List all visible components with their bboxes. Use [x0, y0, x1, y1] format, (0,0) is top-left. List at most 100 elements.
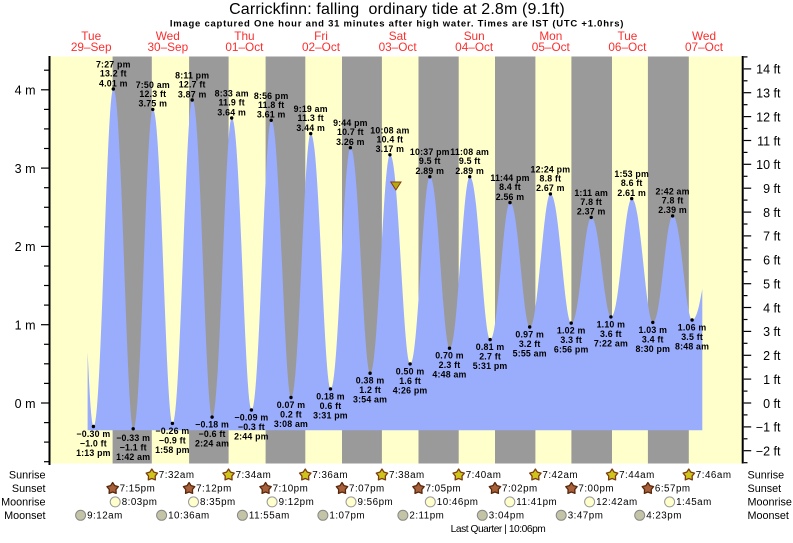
- svg-text:2.67 m: 2.67 m: [536, 183, 565, 193]
- svg-text:12:24 pm: 12:24 pm: [531, 164, 571, 174]
- svg-text:Sunset: Sunset: [748, 483, 782, 495]
- svg-text:11.9 ft: 11.9 ft: [219, 98, 245, 108]
- svg-text:2.89 m: 2.89 m: [455, 166, 484, 176]
- svg-text:3.4 ft: 3.4 ft: [642, 334, 664, 344]
- svg-text:7:46am: 7:46am: [696, 470, 732, 481]
- svg-text:3:47pm: 3:47pm: [568, 510, 604, 521]
- svg-text:11:08 am: 11:08 am: [450, 147, 489, 157]
- svg-text:1 m: 1 m: [15, 319, 36, 333]
- svg-text:1:45am: 1:45am: [676, 497, 712, 508]
- svg-text:4 ft: 4 ft: [763, 301, 781, 315]
- svg-text:Sun: Sun: [464, 29, 485, 43]
- svg-text:1:07pm: 1:07pm: [329, 510, 365, 521]
- svg-text:10 ft: 10 ft: [756, 158, 781, 172]
- svg-text:6:57pm: 6:57pm: [655, 484, 691, 495]
- svg-text:3.5 ft: 3.5 ft: [681, 332, 703, 342]
- svg-text:7:07pm: 7:07pm: [349, 484, 385, 495]
- svg-text:Moonset: Moonset: [4, 510, 45, 522]
- svg-text:3.44 m: 3.44 m: [296, 123, 325, 133]
- svg-text:12 ft: 12 ft: [756, 110, 781, 124]
- svg-text:9:44 pm: 9:44 pm: [333, 118, 368, 128]
- svg-text:11:44 pm: 11:44 pm: [490, 173, 529, 183]
- svg-text:8:11 pm: 8:11 pm: [175, 71, 209, 81]
- svg-text:1:58 pm: 1:58 pm: [155, 445, 190, 455]
- svg-text:8.6 ft: 8.6 ft: [621, 178, 643, 188]
- svg-text:10:08 am: 10:08 am: [370, 125, 409, 135]
- svg-text:1.02 m: 1.02 m: [557, 326, 586, 336]
- svg-text:11.3 ft: 11.3 ft: [298, 113, 324, 123]
- svg-text:0.97 m: 0.97 m: [515, 330, 544, 340]
- svg-text:3.3 ft: 3.3 ft: [560, 335, 582, 345]
- svg-text:9:19 am: 9:19 am: [294, 104, 328, 114]
- svg-text:10:37 pm: 10:37 pm: [410, 147, 450, 157]
- svg-text:8:03pm: 8:03pm: [122, 497, 158, 508]
- svg-text:4:23pm: 4:23pm: [646, 510, 682, 521]
- svg-text:2.56 m: 2.56 m: [496, 192, 525, 202]
- svg-text:1:13 pm: 1:13 pm: [76, 448, 111, 458]
- svg-text:1.06 m: 1.06 m: [678, 323, 707, 333]
- svg-text:1:53 pm: 1:53 pm: [614, 169, 649, 179]
- svg-text:2.3 ft: 2.3 ft: [439, 360, 461, 370]
- svg-text:7:00pm: 7:00pm: [578, 484, 614, 495]
- svg-text:7.8 ft: 7.8 ft: [662, 195, 684, 205]
- svg-text:3:31 pm: 3:31 pm: [313, 410, 348, 420]
- svg-text:10.4 ft: 10.4 ft: [376, 134, 403, 144]
- svg-text:3 m: 3 m: [15, 162, 36, 176]
- svg-text:−1 ft: −1 ft: [756, 421, 781, 435]
- svg-text:30–Sep: 30–Sep: [147, 40, 188, 54]
- svg-text:4:48 am: 4:48 am: [432, 370, 466, 380]
- svg-text:2.89 m: 2.89 m: [416, 166, 445, 176]
- svg-text:4.01 m: 4.01 m: [99, 78, 128, 88]
- svg-text:05–Oct: 05–Oct: [532, 40, 571, 54]
- svg-text:9:56pm: 9:56pm: [358, 497, 394, 508]
- svg-text:Mon: Mon: [539, 29, 562, 43]
- svg-text:9.5 ft: 9.5 ft: [459, 156, 481, 166]
- svg-text:03–Oct: 03–Oct: [379, 40, 418, 54]
- svg-text:12.7 ft: 12.7 ft: [179, 80, 206, 90]
- svg-text:0.50 m: 0.50 m: [396, 366, 425, 376]
- svg-text:11.8 ft: 11.8 ft: [258, 100, 284, 110]
- svg-text:Sunset: Sunset: [12, 483, 46, 495]
- svg-text:Fri: Fri: [314, 29, 328, 43]
- svg-text:−1.0 ft: −1.0 ft: [80, 439, 107, 449]
- svg-text:3.75 m: 3.75 m: [139, 99, 168, 109]
- svg-text:6 ft: 6 ft: [763, 254, 781, 268]
- svg-text:5:55 am: 5:55 am: [513, 349, 547, 359]
- svg-text:Carrickfinn: falling ordinary: Carrickfinn: falling ordinary tide at 2.…: [229, 1, 565, 18]
- svg-text:1.6 ft: 1.6 ft: [399, 376, 421, 386]
- svg-text:3.17 m: 3.17 m: [376, 144, 405, 154]
- svg-text:3.26 m: 3.26 m: [336, 137, 365, 147]
- svg-text:4 m: 4 m: [15, 84, 36, 98]
- svg-text:Tue: Tue: [81, 29, 101, 43]
- svg-text:2.7 ft: 2.7 ft: [479, 352, 501, 362]
- svg-text:0.2 ft: 0.2 ft: [280, 410, 302, 420]
- svg-text:9 ft: 9 ft: [763, 182, 781, 196]
- svg-text:10:36am: 10:36am: [168, 510, 210, 521]
- svg-text:Wed: Wed: [156, 29, 180, 43]
- svg-text:5 ft: 5 ft: [763, 278, 781, 292]
- svg-text:2.37 m: 2.37 m: [577, 207, 606, 217]
- svg-text:7:34am: 7:34am: [236, 470, 272, 481]
- svg-text:11:55am: 11:55am: [249, 510, 290, 521]
- svg-text:8:33 am: 8:33 am: [215, 89, 249, 99]
- svg-text:3.2 ft: 3.2 ft: [519, 339, 541, 349]
- svg-text:−2 ft: −2 ft: [756, 445, 781, 459]
- svg-text:0.07 m: 0.07 m: [277, 400, 306, 410]
- svg-text:04–Oct: 04–Oct: [455, 40, 494, 54]
- svg-text:3.6 ft: 3.6 ft: [600, 329, 622, 339]
- svg-text:Sat: Sat: [389, 29, 407, 43]
- svg-text:7:44am: 7:44am: [619, 470, 655, 481]
- svg-text:3 ft: 3 ft: [763, 325, 781, 339]
- svg-text:8:56 pm: 8:56 pm: [254, 91, 289, 101]
- svg-text:02–Oct: 02–Oct: [302, 40, 341, 54]
- svg-text:3.87 m: 3.87 m: [178, 89, 207, 99]
- svg-text:−0.6 ft: −0.6 ft: [199, 429, 226, 439]
- svg-text:8.8 ft: 8.8 ft: [540, 173, 562, 183]
- svg-text:07–Oct: 07–Oct: [685, 40, 724, 54]
- svg-text:8:35pm: 8:35pm: [200, 497, 236, 508]
- svg-text:11 ft: 11 ft: [757, 134, 781, 148]
- svg-text:7:32am: 7:32am: [159, 470, 195, 481]
- svg-text:0.70 m: 0.70 m: [435, 351, 464, 361]
- svg-text:7:22 am: 7:22 am: [594, 338, 628, 348]
- svg-text:9:12am: 9:12am: [87, 510, 123, 521]
